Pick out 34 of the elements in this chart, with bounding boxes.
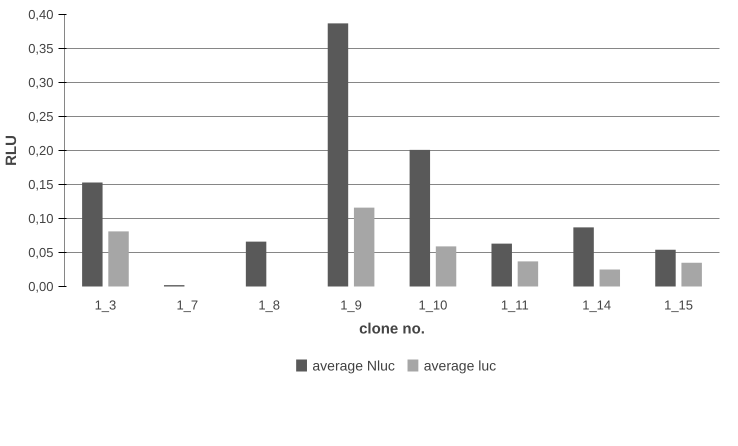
bar — [436, 246, 456, 286]
x-tick-label: 1_3 — [94, 298, 116, 312]
y-tick-label: 0,05 — [28, 245, 54, 260]
legend-label: average Nluc — [312, 358, 395, 374]
bar — [410, 150, 430, 286]
y-tick-label: 0,30 — [28, 75, 54, 90]
bar — [354, 208, 374, 286]
y-axis-title: RLU — [3, 135, 20, 166]
x-tick-label: 1_14 — [582, 298, 612, 312]
x-tick-label: 1_9 — [340, 298, 362, 312]
x-tick-label: 1_11 — [500, 298, 529, 312]
x-tick-label: 1_7 — [176, 298, 198, 312]
y-tick-label: 0,35 — [28, 41, 54, 56]
bar — [82, 182, 103, 286]
y-tick-label: 0,00 — [28, 279, 54, 294]
y-tick-label: 0,15 — [28, 177, 54, 192]
x-tick-label: 1_8 — [258, 298, 280, 312]
y-tick-label: 0,20 — [28, 143, 54, 158]
x-tick-label: 1_15 — [664, 298, 694, 312]
bar — [108, 231, 129, 286]
bar — [246, 242, 266, 286]
x-axis-title: clone no. — [359, 320, 425, 338]
y-tick-label: 0,40 — [28, 7, 54, 22]
bar — [681, 262, 702, 286]
bar — [600, 270, 620, 286]
y-tick-label: 0,10 — [28, 211, 54, 226]
x-tick-label: 1_10 — [418, 298, 448, 312]
bar — [518, 261, 538, 286]
bar — [573, 227, 594, 286]
bar — [328, 23, 348, 286]
bar — [491, 244, 512, 286]
y-tick-label: 0,25 — [28, 109, 54, 124]
legend-label: average luc — [424, 358, 496, 374]
bar — [655, 250, 676, 286]
